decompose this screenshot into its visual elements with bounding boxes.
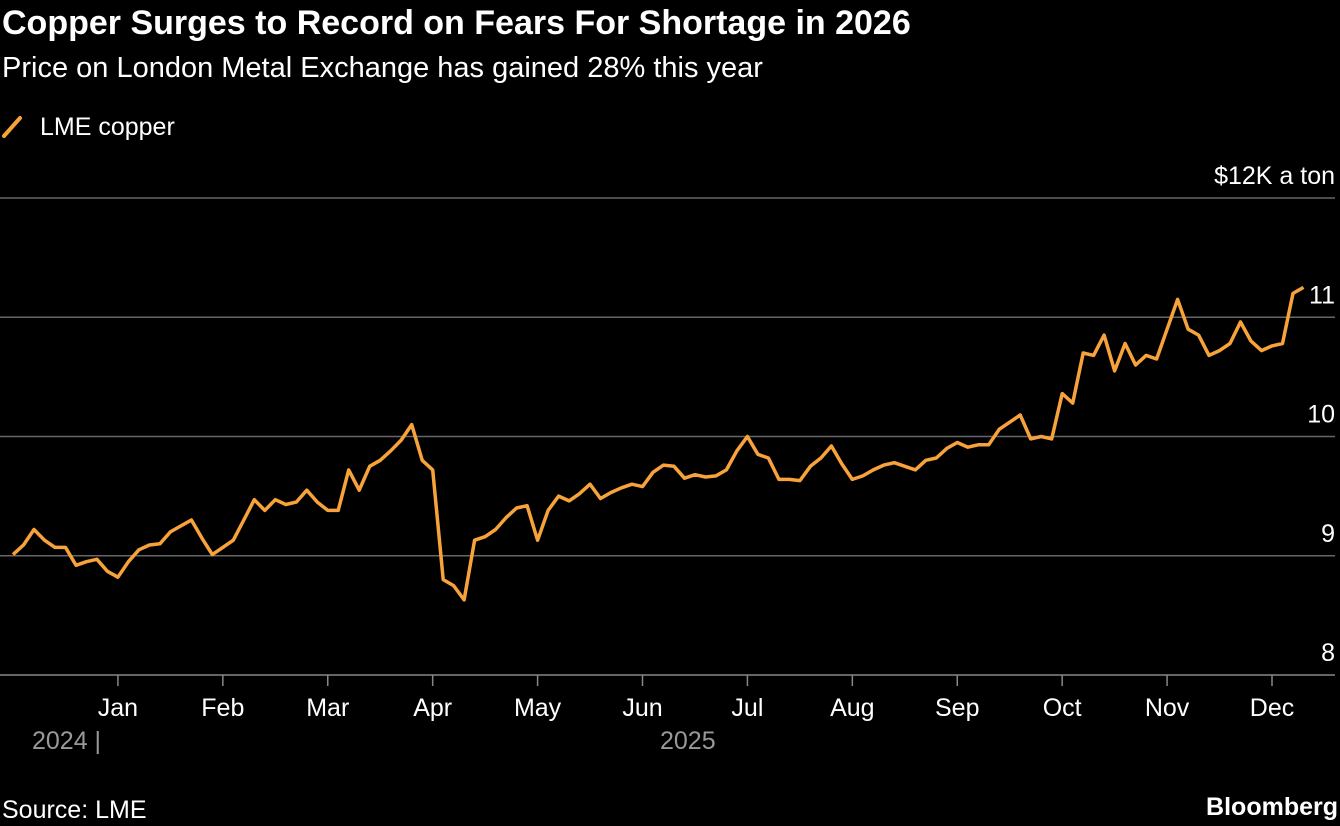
x-tick-label: Nov (1145, 694, 1190, 722)
x-tick-label: Feb (201, 694, 244, 722)
x-tick-label: Jul (731, 694, 763, 722)
series-line (11, 285, 1305, 602)
year-label: 2024 | (32, 727, 101, 755)
x-tick-label: Jun (622, 694, 662, 722)
chart-subtitle: Price on London Metal Exchange has gaine… (2, 52, 763, 84)
y-tick-label: 10 (1307, 401, 1335, 429)
y-tick-label: 9 (1321, 520, 1335, 548)
x-tick-label: Apr (413, 694, 452, 722)
x-tick-label: May (514, 694, 562, 722)
legend-swatch (2, 116, 22, 138)
source-note: Source: LME (2, 796, 147, 824)
x-tick-label: Jan (98, 694, 138, 722)
y-tick-label: 8 (1321, 639, 1335, 667)
year-label: 2025 (660, 727, 716, 755)
y-tick-label: $12K a ton (1214, 162, 1335, 190)
chart-title: Copper Surges to Record on Fears For Sho… (2, 4, 911, 42)
x-tick-label: Dec (1250, 694, 1294, 722)
x-tick-label: Oct (1043, 694, 1082, 722)
brand: Bloomberg (1206, 793, 1338, 821)
x-tick-label: Mar (306, 694, 349, 722)
x-tick-label: Sep (935, 694, 979, 722)
legend-label: LME copper (40, 113, 175, 141)
x-tick-label: Aug (830, 694, 874, 722)
y-tick-label: 11 (1309, 281, 1335, 309)
